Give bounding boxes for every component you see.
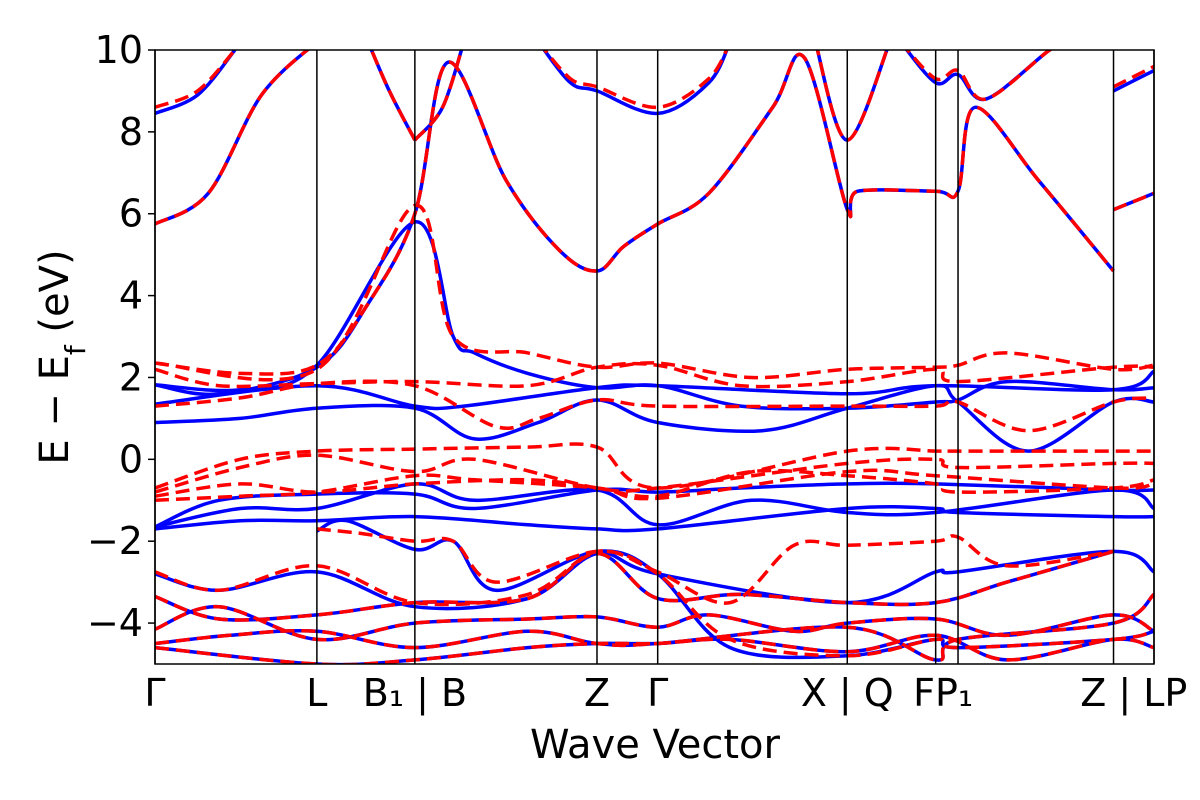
x-tick-label-5: X | Q bbox=[801, 671, 894, 716]
y-axis-label-main: E − E bbox=[32, 355, 78, 465]
y-axis-label: E − Ef (eV) bbox=[32, 249, 92, 464]
dashed-band-line-21 bbox=[1112, 191, 1154, 212]
dashed-band-line-4 bbox=[155, 361, 1154, 389]
dashed-band-line-18 bbox=[542, 50, 729, 110]
dashed-band-line-7 bbox=[155, 453, 1154, 494]
dashed-band-line-20 bbox=[905, 50, 1053, 101]
dashed-band-line-10 bbox=[316, 527, 1154, 658]
y-tick-label-0: −4 bbox=[87, 601, 143, 645]
y-axis-label-sub: f bbox=[59, 344, 92, 355]
plot-frame bbox=[154, 49, 1155, 665]
y-tick-label-7: 10 bbox=[95, 28, 143, 72]
solid-band-line-4 bbox=[155, 383, 1154, 453]
dashed-band-line-8 bbox=[155, 468, 1154, 499]
y-tick-label-2: 0 bbox=[119, 437, 143, 481]
dashed-band-line-19 bbox=[815, 50, 889, 142]
x-tick-label-6: FP₁ bbox=[913, 671, 973, 715]
dashed-band-line-5 bbox=[155, 379, 1154, 433]
y-tick-label-1: −2 bbox=[87, 519, 143, 563]
x-tick-label-3: Z bbox=[584, 671, 610, 715]
solid-band-line-9 bbox=[316, 518, 1154, 660]
dashed-band-line-9 bbox=[155, 468, 1154, 503]
dashed-band-line-0 bbox=[155, 50, 237, 109]
x-tick-label-0: Γ bbox=[144, 671, 165, 715]
dashed-band-line-12 bbox=[155, 549, 1114, 622]
x-tick-label-2: B₁ | B bbox=[363, 671, 467, 716]
dashed-band-line-16 bbox=[369, 50, 417, 141]
dashed-band-line-1 bbox=[155, 50, 311, 226]
dashed-band-line-11 bbox=[155, 534, 1114, 607]
solid-band-line-17 bbox=[542, 50, 729, 116]
dashed-band-line-14 bbox=[155, 592, 1154, 662]
dashed-band-line-3 bbox=[155, 203, 1154, 382]
y-tick-label-6: 8 bbox=[119, 110, 143, 154]
x-tick-label-1: L bbox=[306, 671, 327, 715]
x-axis-label: Wave Vector bbox=[530, 722, 781, 768]
solid-band-line-19 bbox=[904, 50, 1053, 102]
kpoint-separators bbox=[154, 50, 1155, 664]
y-axis: −4 −2 0 2 4 6 8 10 bbox=[87, 28, 155, 645]
dashed-band-line-15 bbox=[155, 633, 1154, 664]
y-tick-label-3: 2 bbox=[119, 355, 143, 399]
x-tick-label-4: Γ bbox=[647, 671, 668, 715]
dashed-band-line-6 bbox=[155, 442, 1154, 490]
y-tick-label-4: 4 bbox=[119, 274, 143, 318]
dashed-band-line-22 bbox=[1112, 64, 1154, 89]
dashed-band-line-17 bbox=[413, 50, 464, 142]
solid-band-line-5 bbox=[155, 369, 1154, 411]
y-axis-label-unit: (eV) bbox=[32, 249, 78, 345]
solid-band-line-21 bbox=[1112, 68, 1154, 93]
y-tick-label-5: 6 bbox=[119, 192, 143, 236]
x-tick-label-7: Z | LP bbox=[1080, 671, 1187, 716]
